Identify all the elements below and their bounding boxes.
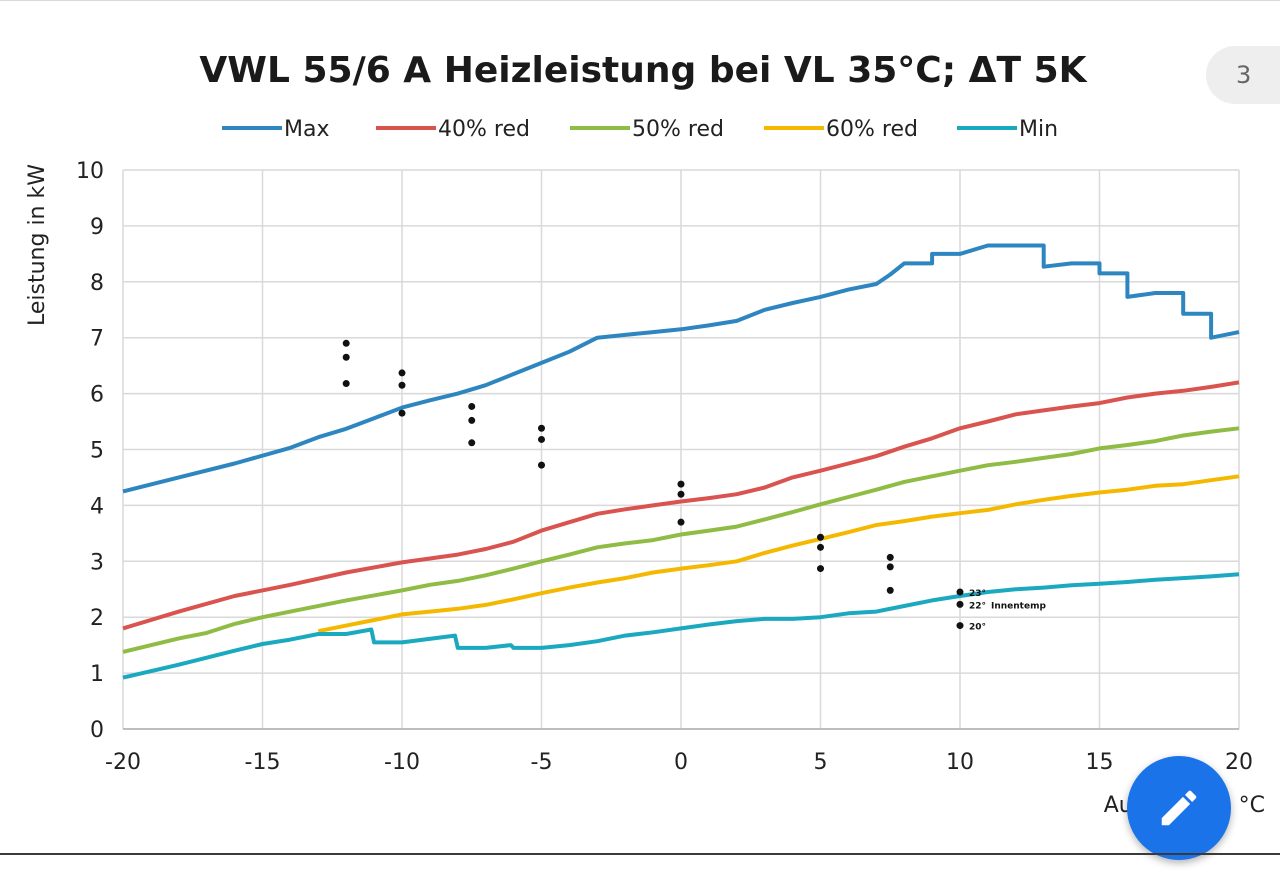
- x-tick-label: 15: [1086, 750, 1114, 775]
- annotation-label: 20°: [969, 623, 986, 633]
- data-marker: [398, 409, 406, 417]
- annotation-label: 22°: [969, 601, 986, 611]
- legend-label: 40% red: [438, 117, 530, 142]
- legend-label: 50% red: [632, 117, 724, 142]
- data-marker: [538, 424, 545, 432]
- y-tick-label: 6: [90, 383, 104, 408]
- data-marker: [886, 553, 894, 561]
- data-marker: [342, 380, 350, 388]
- y-axis-label: Leistung in kW: [25, 164, 50, 326]
- page-number: 3: [1236, 61, 1252, 89]
- y-tick-label: 2: [90, 606, 104, 631]
- annotation-label: 23°: [969, 589, 986, 599]
- chart-title: VWL 55/6 A Heizleistung bei VL 35°C; ΔT …: [199, 50, 1087, 91]
- data-marker: [538, 435, 545, 443]
- x-tick-label: 10: [946, 750, 974, 775]
- edit-button[interactable]: [1127, 756, 1231, 860]
- x-tick-label: -20: [105, 750, 141, 775]
- x-tick-label: 0: [674, 750, 688, 775]
- data-marker: [538, 461, 545, 469]
- annotations: 23° 22° Innentemp 20°: [969, 589, 1046, 633]
- legend: Max 40% red 50% red 60% red Min: [222, 117, 1058, 142]
- data-marker: [468, 439, 476, 447]
- legend-label: Max: [284, 117, 329, 142]
- x-tick-label: 5: [814, 750, 828, 775]
- data-marker: [342, 339, 350, 347]
- data-marker: [398, 369, 406, 377]
- x-tick-label: -10: [384, 750, 420, 775]
- data-marker: [817, 533, 824, 541]
- series-line: [122, 243, 1240, 494]
- x-tick-label: -5: [531, 750, 553, 775]
- data-marker: [817, 565, 824, 573]
- data-marker: [677, 518, 685, 526]
- series-line: [122, 380, 1240, 631]
- y-axis-ticks: 0 1 2 3 4 5 6 7 8 9 10: [76, 159, 104, 743]
- x-tick-label: 20: [1225, 750, 1253, 775]
- data-marker: [956, 588, 964, 596]
- bottom-divider: [0, 853, 1280, 855]
- y-tick-label: 8: [90, 271, 104, 296]
- data-marker: [956, 600, 964, 608]
- y-tick-label: 9: [90, 215, 104, 240]
- data-marker: [468, 402, 476, 410]
- pencil-icon: [1161, 790, 1197, 826]
- data-marker: [677, 480, 685, 488]
- y-tick-label: 5: [90, 439, 104, 464]
- page-number-badge: 3: [1206, 46, 1280, 104]
- data-marker: [677, 490, 685, 498]
- data-marker: [817, 543, 824, 551]
- data-marker: [342, 353, 350, 361]
- y-tick-label: 7: [90, 327, 104, 352]
- series-line: [317, 474, 1240, 634]
- legend-label: Min: [1019, 117, 1058, 142]
- annotation-label: Innentemp: [991, 601, 1046, 611]
- legend-label: 60% red: [826, 117, 918, 142]
- y-tick-label: 10: [76, 159, 104, 184]
- grid: [122, 169, 1240, 730]
- data-marker: [956, 622, 964, 630]
- data-marker: [886, 586, 894, 594]
- y-tick-label: 4: [90, 494, 104, 519]
- data-marker: [886, 563, 894, 571]
- series-line: [122, 426, 1240, 654]
- x-axis-ticks: -20 -15 -10 -5 0 5 10 15 20: [105, 750, 1253, 775]
- series-lines: [122, 243, 1240, 680]
- y-tick-label: 0: [90, 718, 104, 743]
- top-divider: [0, 0, 1280, 1]
- y-tick-label: 1: [90, 662, 104, 687]
- data-marker: [468, 416, 476, 424]
- series-line: [122, 572, 1240, 680]
- markers: [342, 339, 964, 630]
- data-marker: [398, 381, 406, 389]
- y-tick-label: 3: [90, 550, 104, 575]
- x-tick-label: -15: [245, 750, 281, 775]
